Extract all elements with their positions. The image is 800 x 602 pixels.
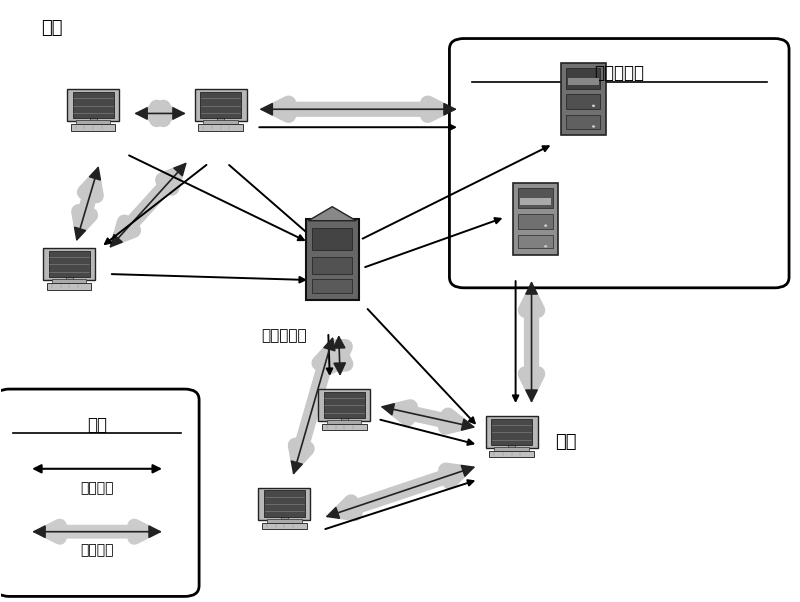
FancyBboxPatch shape [450, 39, 789, 288]
FancyBboxPatch shape [70, 124, 115, 131]
FancyBboxPatch shape [67, 89, 119, 121]
Bar [491, 418, 532, 445]
FancyBboxPatch shape [486, 415, 538, 448]
Bar [566, 94, 601, 109]
Circle shape [544, 245, 547, 247]
Bar [566, 68, 601, 88]
FancyBboxPatch shape [194, 89, 246, 121]
Bar [203, 120, 238, 124]
Circle shape [544, 225, 547, 227]
Bar [566, 115, 601, 129]
Circle shape [592, 125, 595, 128]
Text: 数据通道: 数据通道 [80, 544, 114, 557]
Text: 终端: 终端 [555, 433, 577, 451]
Bar [341, 414, 348, 421]
Text: 图例: 图例 [87, 416, 107, 434]
FancyBboxPatch shape [513, 182, 558, 255]
Circle shape [592, 105, 595, 107]
Text: 终端: 终端 [42, 19, 62, 37]
Bar [568, 78, 599, 85]
FancyBboxPatch shape [561, 63, 606, 135]
Polygon shape [308, 206, 356, 221]
Text: 信息通道: 信息通道 [80, 481, 114, 495]
Text: 视频服务器: 视频服务器 [594, 64, 644, 82]
FancyBboxPatch shape [262, 523, 306, 529]
FancyBboxPatch shape [322, 424, 366, 430]
FancyBboxPatch shape [43, 248, 95, 280]
FancyBboxPatch shape [306, 219, 358, 300]
Bar [312, 279, 352, 293]
FancyBboxPatch shape [490, 451, 534, 458]
Bar [76, 120, 110, 124]
Bar [327, 420, 362, 424]
FancyBboxPatch shape [318, 389, 370, 421]
Bar [49, 251, 90, 277]
FancyBboxPatch shape [47, 283, 91, 290]
Bar [217, 114, 224, 121]
Bar [518, 188, 553, 208]
Bar [518, 214, 553, 229]
Bar [200, 92, 241, 118]
Bar [494, 447, 529, 451]
Bar [324, 392, 365, 418]
Bar [312, 229, 352, 250]
Bar [66, 273, 73, 280]
Bar [520, 197, 551, 205]
Bar [312, 256, 352, 274]
Bar [267, 519, 302, 523]
FancyBboxPatch shape [198, 124, 243, 131]
Bar [508, 441, 515, 447]
FancyBboxPatch shape [0, 389, 199, 597]
Bar [281, 513, 288, 520]
Bar [90, 114, 97, 121]
FancyBboxPatch shape [258, 488, 310, 520]
Bar [518, 235, 553, 249]
Bar [73, 92, 114, 118]
Text: 调度服务器: 调度服务器 [262, 328, 307, 343]
Bar [264, 491, 305, 517]
Bar [52, 279, 86, 283]
